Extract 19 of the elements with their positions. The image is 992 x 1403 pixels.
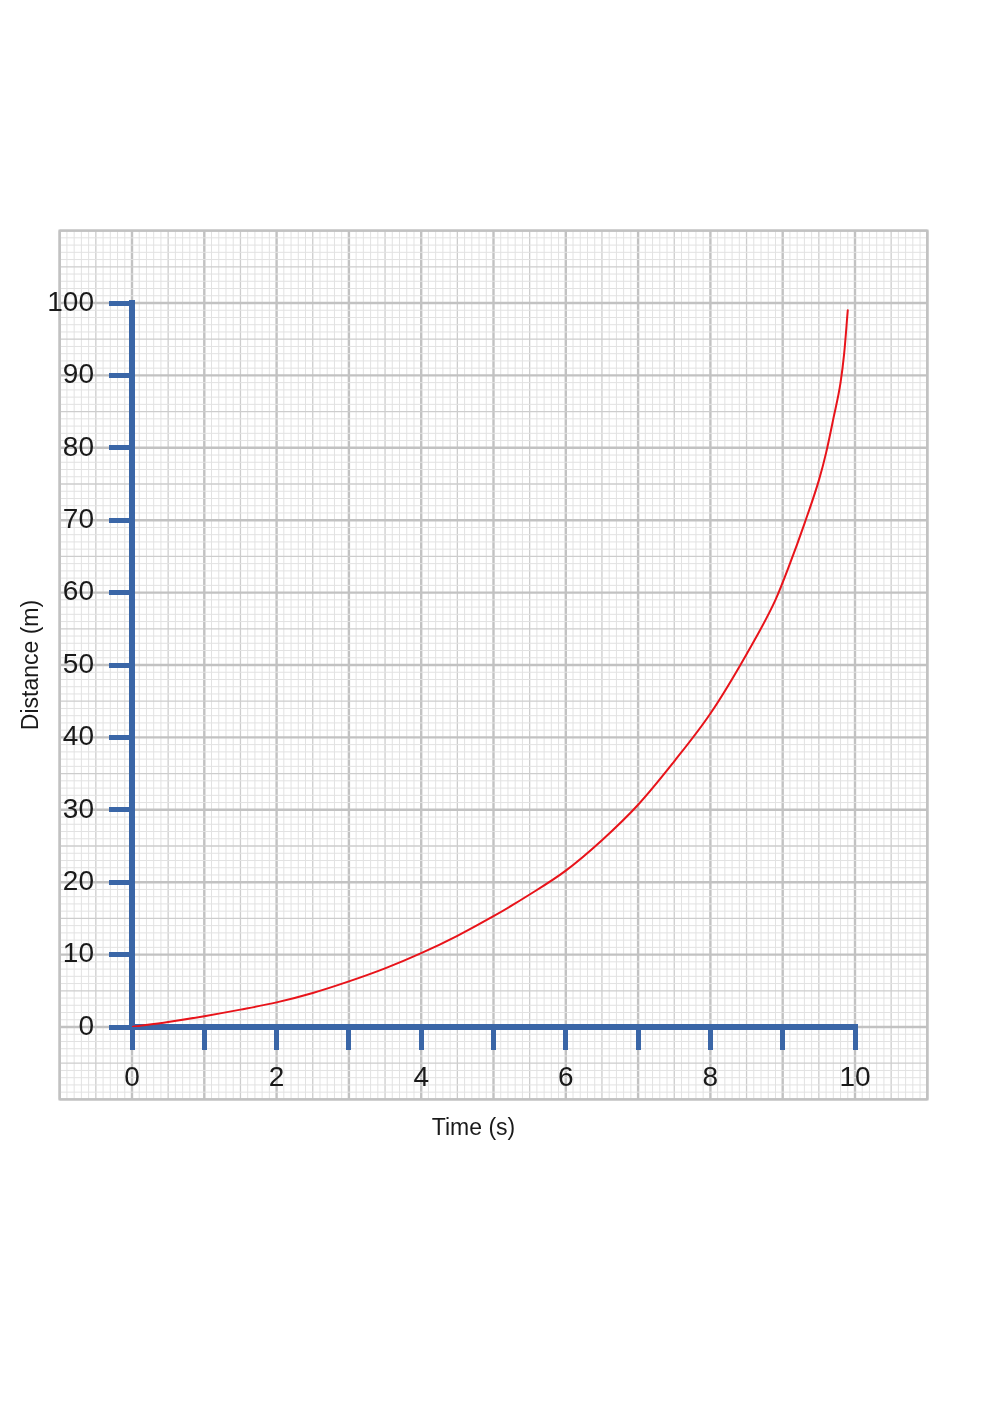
x-tick-label: 10 xyxy=(839,1060,871,1092)
y-tick-label: 10 xyxy=(62,937,94,969)
y-tick-label: 70 xyxy=(62,502,94,534)
y-tick-label: 60 xyxy=(62,575,94,607)
y-tick-label: 30 xyxy=(62,792,94,824)
x-tick-label: 6 xyxy=(558,1060,574,1092)
x-tick-label: 0 xyxy=(124,1060,140,1092)
x-tick-label: 2 xyxy=(268,1060,285,1092)
y-tick-label: 0 xyxy=(78,1009,94,1041)
y-axis-title: Distance (m) xyxy=(17,599,44,731)
x-tick-label: 4 xyxy=(413,1060,429,1092)
y-tick-label: 20 xyxy=(62,864,94,896)
y-tick-label: 100 xyxy=(47,285,94,317)
y-tick-label: 50 xyxy=(62,647,94,679)
x-tick-label: 8 xyxy=(702,1060,719,1092)
y-tick-label: 80 xyxy=(62,430,94,462)
y-tick-label: 90 xyxy=(62,358,94,390)
x-axis-title: Time (s) xyxy=(431,1114,516,1141)
y-tick-label: 40 xyxy=(62,720,94,752)
